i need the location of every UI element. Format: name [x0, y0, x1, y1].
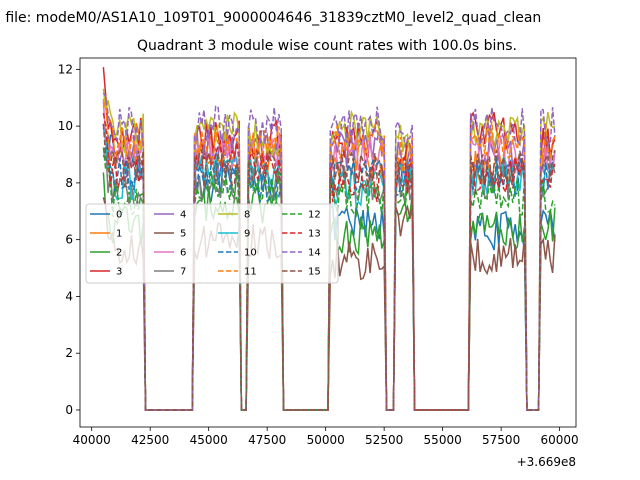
y-axis: 0 2 4 6 8 10 12 [58, 62, 80, 417]
figure-suptitle: n file: modeM0/AS1A10_109T01_9000004646_… [0, 10, 541, 26]
x-tick-label: 60000 [541, 433, 579, 447]
x-tick-label: 55000 [424, 433, 462, 447]
axes-frame [79, 57, 577, 428]
legend-label-3: 3 [116, 267, 122, 278]
y-tick-label: 12 [58, 62, 73, 76]
y-tick-label: 4 [65, 289, 73, 303]
x-offset-label: +3.669e8 [517, 455, 576, 469]
legend-label-14: 14 [308, 248, 321, 259]
legend-label-15: 15 [308, 267, 321, 278]
legend-label-5: 5 [180, 229, 186, 240]
y-tick-label: 2 [65, 346, 73, 360]
legend-label-6: 6 [180, 248, 186, 259]
y-tick-label: 6 [65, 233, 73, 247]
x-tick-label: 50000 [307, 433, 345, 447]
x-tick-label: 52500 [365, 433, 403, 447]
series-layer [102, 67, 556, 411]
y-tick-label: 0 [65, 403, 73, 417]
legend-label-13: 13 [308, 229, 321, 240]
legend-label-4: 4 [180, 210, 186, 221]
series-line-14 [102, 92, 556, 411]
x-tick-label: 42500 [131, 433, 169, 447]
x-tick-label: 57500 [482, 433, 520, 447]
x-axis: 40000 42500 45000 47500 50000 52500 55000 57500… [73, 427, 579, 447]
legend-label-11: 11 [244, 267, 257, 278]
legend-label-12: 12 [308, 210, 321, 221]
x-tick-label: 47500 [248, 433, 286, 447]
series-line-15 [102, 123, 556, 411]
y-tick-label: 8 [65, 176, 73, 190]
legend-label-9: 9 [244, 229, 250, 240]
legend-label-7: 7 [180, 267, 186, 278]
legend-label-0: 0 [116, 210, 122, 221]
chart-title: Quadrant 3 module wise count rates with … [137, 38, 517, 54]
x-tick-label: 45000 [190, 433, 228, 447]
y-tick-label: 10 [58, 119, 73, 133]
legend-label-10: 10 [244, 248, 257, 259]
legend-label-8: 8 [244, 210, 250, 221]
x-tick-label: 40000 [73, 433, 111, 447]
legend-frame [85, 203, 339, 284]
legend-label-2: 2 [116, 248, 122, 259]
legend-label-1: 1 [116, 229, 122, 240]
